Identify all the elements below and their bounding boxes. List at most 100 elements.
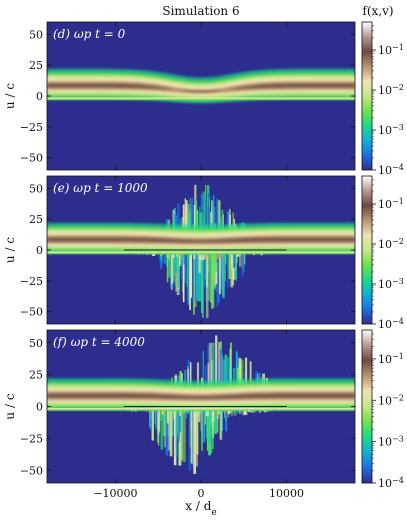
y-tick-label: 25 (29, 59, 43, 72)
y-tick-label: −50 (20, 306, 43, 319)
turbulence-streak (169, 406, 173, 457)
turbulence-streak (172, 250, 175, 282)
core-line-edge (47, 252, 355, 255)
turbulence-streak (166, 250, 169, 283)
turbulence-streak (198, 250, 201, 273)
turbulence-streak (241, 250, 244, 277)
y-tick-label: −25 (20, 275, 43, 288)
panel-2: 50 25 0 −25 −50 −10000 0 10000 u / c (f) ωp t = 4… (3, 329, 404, 500)
turbulence-streak (211, 250, 215, 308)
turbulence-streak (179, 406, 182, 433)
turbulence-streak (178, 406, 182, 466)
turbulence-streak (204, 250, 207, 260)
turbulence-streak (220, 250, 223, 285)
turbulence-streak (166, 406, 170, 424)
heatmap-0 (47, 22, 355, 170)
y-tick-label: −25 (20, 121, 43, 134)
beam-band-layer (47, 393, 355, 399)
turbulence-streak (182, 406, 186, 463)
turbulence-streak (219, 348, 223, 407)
turbulence-streak (209, 406, 212, 444)
turbulence-streak (187, 250, 191, 260)
x-tick-label: −10000 (93, 487, 137, 500)
turbulence-streak (196, 406, 198, 467)
y-tick-label: −25 (20, 432, 43, 445)
turbulence-streak (206, 250, 209, 288)
turbulence-streak (180, 406, 183, 461)
turbulence-streak (184, 406, 188, 419)
turbulence-streak (160, 406, 164, 450)
turbulence-streak (241, 406, 245, 416)
turbulence-streak (233, 250, 236, 268)
panels: 50 25 0 −25 −50 u / c (d) ωp t = 0 10−1 10−2 10−3… (3, 21, 404, 500)
turbulence-streak (214, 250, 218, 272)
turbulence-streak (154, 406, 157, 424)
panel-0: 50 25 0 −25 −50 u / c (d) ωp t = 0 10−1 10−2 10−3… (3, 21, 404, 178)
y-axis-label: u / c (3, 83, 17, 109)
y-tick-label: 0 (36, 401, 43, 414)
y-tick-label: 50 (29, 182, 43, 195)
turbulence-streak (177, 406, 180, 435)
colorbar-tick-label: 10−2 (378, 236, 404, 251)
turbulence-streak (210, 250, 212, 302)
turbulence-streak (157, 406, 160, 435)
panel-1: 50 25 0 −25 −50 u / c (e) ωp t = 1000 10−1 10−2 1… (3, 175, 404, 332)
turbulence-streak (204, 196, 207, 250)
turbulence-streak (201, 406, 203, 451)
turbulence-streak (149, 406, 153, 430)
colorbar-tick-label: 10−3 (378, 434, 404, 449)
turbulence-streak (206, 406, 209, 451)
core-line-edge (47, 409, 355, 411)
colorbar-tick-label: 10−1 (378, 196, 404, 211)
turbulence-streak (207, 406, 210, 456)
y-axis-label: u / c (3, 393, 17, 419)
colorbar-tick-label: 10−3 (378, 276, 404, 291)
colorbar-tick-label: 10−3 (378, 122, 404, 137)
beam-band-layer (47, 235, 355, 245)
turbulence-streak (182, 250, 185, 303)
y-tick-label: 25 (29, 369, 43, 382)
turbulence-streak (239, 250, 242, 267)
turbulence-streak (229, 348, 231, 407)
turbulence-streak (215, 335, 218, 407)
turbulence-streak (217, 250, 220, 303)
turbulence-streak (188, 406, 192, 471)
y-tick-label: 0 (36, 244, 43, 257)
colorbar (361, 21, 373, 171)
colorbar-tick-label: 10−4 (378, 317, 404, 332)
turbulence-streak (163, 250, 166, 264)
y-tick-label: 0 (36, 90, 43, 103)
turbulence-streak (167, 406, 171, 451)
heatmap-2 (47, 330, 355, 483)
core-line (47, 97, 355, 99)
turbulence-streak (183, 250, 186, 265)
turbulence-streak (233, 406, 237, 416)
y-tick-label: −50 (20, 464, 43, 477)
turbulence-streak (211, 406, 215, 423)
y-axis-label: u / c (3, 237, 17, 263)
colorbar (361, 175, 373, 325)
turbulence-streak (206, 406, 209, 417)
turbulence-streak (178, 250, 181, 267)
turbulence-streak (175, 406, 178, 457)
turbulence-streak (184, 198, 186, 250)
turbulence-streak (181, 250, 184, 260)
panel-annotation: (e) ωp t = 1000 (53, 181, 148, 195)
colorbar (361, 329, 373, 484)
turbulence-streak (186, 250, 188, 287)
core-line (47, 408, 355, 410)
turbulence-streak (190, 406, 193, 464)
colorbar-tick-label: 10−4 (378, 476, 404, 491)
y-tick-label: 50 (29, 337, 43, 350)
y-tick-label: 50 (29, 28, 43, 41)
turbulence-streak (230, 406, 234, 417)
turbulence-streak (203, 250, 206, 290)
core-line-edge (47, 98, 355, 101)
turbulence-streak (202, 191, 206, 250)
turbulence-streak (209, 342, 213, 407)
colorbar-tick-label: 10−1 (378, 42, 404, 57)
panel-annotation: (d) ωp t = 0 (53, 27, 126, 41)
turbulence-streak (198, 406, 201, 423)
colorbar-tick-label: 10−4 (378, 163, 404, 178)
turbulence-streak (230, 250, 233, 270)
